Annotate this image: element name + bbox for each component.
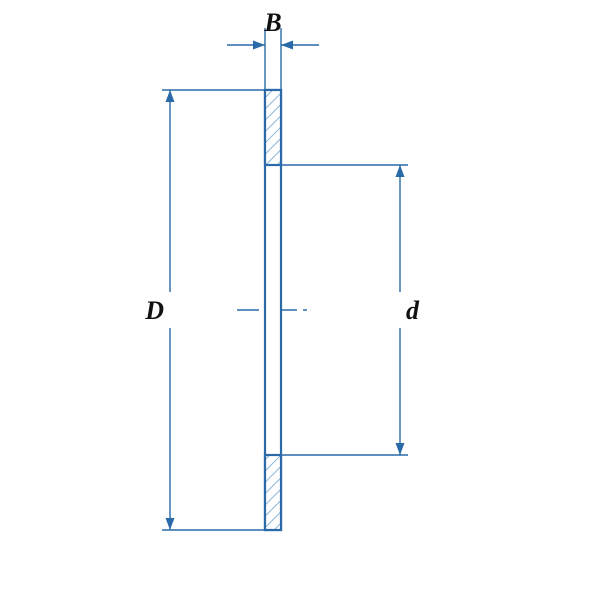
technical-drawing: Dd B: [0, 0, 600, 600]
label-B: B: [263, 8, 281, 37]
label-d: d: [406, 296, 420, 325]
label-D: D: [144, 296, 164, 325]
